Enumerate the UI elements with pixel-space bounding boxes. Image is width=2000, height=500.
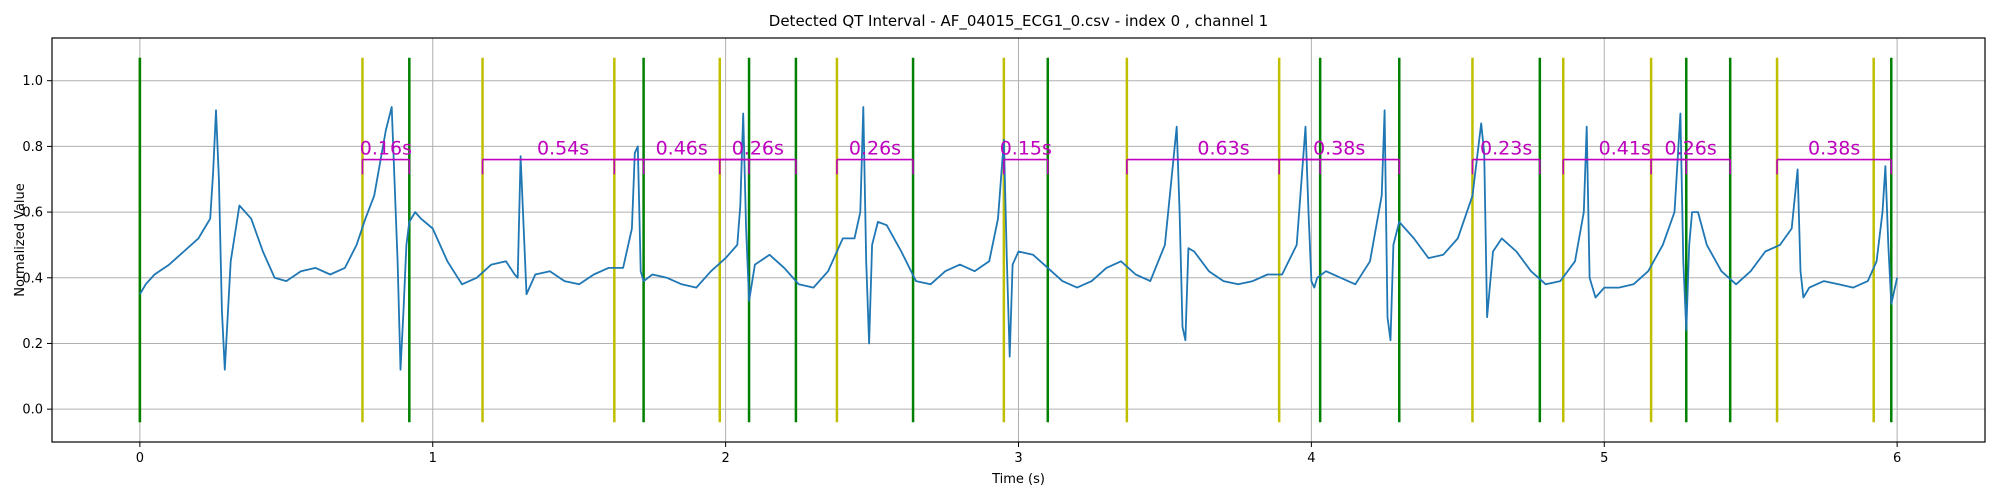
- y-tick-label: 0.2: [22, 337, 43, 352]
- chart-title: Detected QT Interval - AF_04015_ECG1_0.c…: [769, 12, 1268, 31]
- qt-interval: 0.16s: [360, 138, 412, 175]
- qt-interval: 0.15s: [1000, 138, 1052, 175]
- y-tick-label: 0.6: [22, 206, 43, 221]
- qt-interval-label: 0.46s: [656, 138, 708, 160]
- grid-lines: [52, 38, 1985, 442]
- qt-interval-label: 0.15s: [1000, 138, 1052, 160]
- qt-interval: 0.38s: [1776, 138, 1893, 175]
- qt-interval-label: 0.16s: [360, 138, 412, 160]
- qt-interval: 0.38s: [1278, 138, 1401, 175]
- qt-interval-label: 0.38s: [1313, 138, 1365, 160]
- qt-interval: 0.63s: [1126, 138, 1321, 175]
- x-tick-label: 6: [1893, 451, 1901, 466]
- fiducial-markers: [138, 57, 1893, 423]
- y-tick-label: 0.4: [22, 271, 43, 286]
- x-tick-label: 2: [721, 451, 729, 466]
- x-axis-ticks: 0 1 2 3 4 5 6: [136, 442, 1901, 466]
- qt-interval: 0.26s: [836, 138, 914, 175]
- qt-interval: 0.41s: [1562, 138, 1688, 175]
- qt-interval-label: 0.26s: [849, 138, 901, 160]
- x-tick-label: 3: [1014, 451, 1022, 466]
- qt-interval: 0.26s: [718, 138, 797, 175]
- qt-interval-label: 0.38s: [1808, 138, 1860, 160]
- qt-interval: 0.26s: [1650, 138, 1731, 175]
- qt-interval-label: 0.23s: [1480, 138, 1532, 160]
- x-tick-label: 5: [1600, 451, 1608, 466]
- qt-interval-label: 0.54s: [537, 138, 589, 160]
- x-axis-label: Time (s): [991, 472, 1045, 487]
- qt-interval: 0.23s: [1471, 138, 1541, 175]
- qt-intervals: 0.16s 0.54s 0.46s 0.26s 0.26s 0.15s 0.63s 0.38s…: [360, 138, 1893, 175]
- signal-line: [139, 106, 1898, 371]
- qt-interval-label: 0.63s: [1197, 138, 1249, 160]
- y-tick-label: 0.8: [22, 140, 43, 155]
- x-tick-label: 1: [429, 451, 437, 466]
- qt-interval-label: 0.26s: [1665, 138, 1717, 160]
- qt-interval-label: 0.26s: [732, 138, 784, 160]
- ecg-signal: [139, 106, 1898, 371]
- y-tick-label: 1.0: [22, 74, 43, 89]
- x-tick-label: 4: [1307, 451, 1315, 466]
- y-axis-ticks: 0.0 0.2 0.4 0.6 0.8 1.0: [22, 74, 52, 418]
- qt-interval-label: 0.41s: [1599, 138, 1651, 160]
- qt-interval: 0.54s: [481, 138, 645, 175]
- x-tick-label: 0: [136, 451, 144, 466]
- y-tick-label: 0.0: [22, 403, 43, 418]
- y-axis-label: Normalized Value: [13, 183, 28, 297]
